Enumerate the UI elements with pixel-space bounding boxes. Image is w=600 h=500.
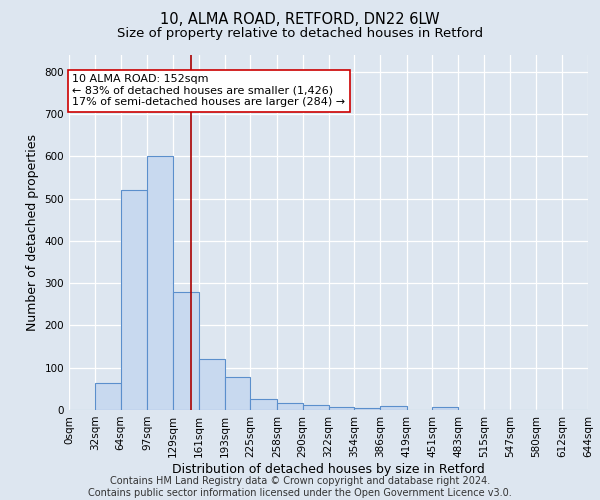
Y-axis label: Number of detached properties: Number of detached properties (26, 134, 39, 331)
Bar (95, 382, 121, 410)
Bar (173, 292, 199, 410)
Bar (303, 405, 329, 410)
Text: Size of property relative to detached houses in Retford: Size of property relative to detached ho… (117, 28, 483, 40)
Bar (199, 360, 224, 410)
Bar (329, 406, 354, 410)
Text: 10 ALMA ROAD: 152sqm
← 83% of detached houses are smaller (1,426)
17% of semi-de: 10 ALMA ROAD: 152sqm ← 83% of detached h… (72, 74, 346, 107)
Bar (354, 408, 380, 410)
Bar (147, 156, 173, 410)
X-axis label: Distribution of detached houses by size in Retford: Distribution of detached houses by size … (172, 462, 485, 475)
Bar (121, 190, 147, 410)
Text: 10, ALMA ROAD, RETFORD, DN22 6LW: 10, ALMA ROAD, RETFORD, DN22 6LW (160, 12, 440, 28)
Bar (224, 377, 250, 410)
Bar (250, 398, 277, 410)
Bar (433, 406, 458, 410)
Bar (380, 406, 407, 410)
Bar (277, 403, 303, 410)
Text: Contains HM Land Registry data © Crown copyright and database right 2024.
Contai: Contains HM Land Registry data © Crown c… (88, 476, 512, 498)
